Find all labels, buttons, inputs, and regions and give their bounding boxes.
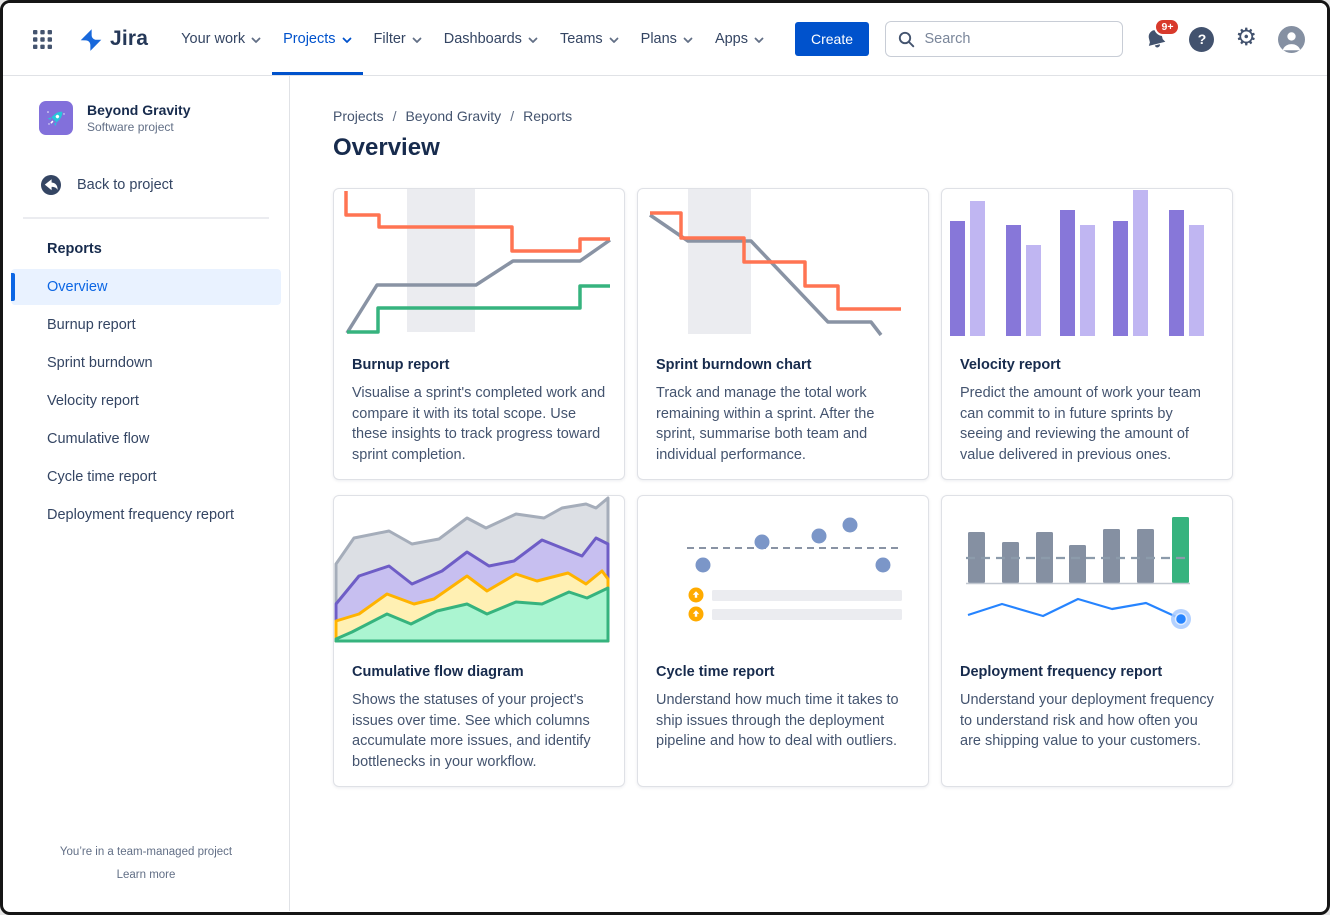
main-content: Projects / Beyond Gravity / Reports Over…	[290, 76, 1327, 911]
sidebar-item-deployment-frequency-report[interactable]: Deployment frequency report	[47, 507, 234, 523]
card-description: Shows the statuses of your project's iss…	[352, 692, 591, 770]
card-burnup-report[interactable]: Burnup report Visualise a sprint's compl…	[333, 188, 625, 480]
burnup-chart-thumbnail	[334, 189, 624, 339]
velocity-chart-thumbnail	[942, 189, 1232, 339]
card-title: Cumulative flow diagram	[352, 664, 524, 680]
help-button[interactable]: ?	[1189, 26, 1215, 52]
chevron-down-icon	[251, 37, 261, 44]
card-title: Sprint burndown chart	[656, 357, 812, 373]
chevron-down-icon	[754, 37, 764, 44]
nav-item-apps[interactable]: Apps	[704, 3, 775, 75]
sidebar-item-burnup-report[interactable]: Burnup report	[47, 317, 136, 333]
nav-item-projects[interactable]: Projects	[272, 3, 362, 75]
chevron-down-icon	[412, 37, 422, 44]
breadcrumb-separator: /	[510, 108, 515, 124]
sidebar-section-reports: Reports	[47, 241, 102, 257]
breadcrumb-reports[interactable]: Reports	[523, 108, 573, 124]
card-description: Understand your deployment frequency to …	[960, 692, 1214, 750]
priority-up-icon	[688, 587, 704, 603]
card-cumulative-flow-diagram[interactable]: Cumulative flow diagram Shows the status…	[333, 495, 625, 787]
nav-item-filter[interactable]: Filter	[363, 3, 433, 75]
card-deployment-frequency-report[interactable]: Deployment frequency report Understand y…	[941, 495, 1233, 787]
sidebar-item-sprint-burndown[interactable]: Sprint burndown	[47, 355, 153, 371]
jira-logo-text: Jira	[110, 27, 149, 50]
sidebar-item-velocity-report[interactable]: Velocity report	[47, 393, 139, 409]
card-title: Cycle time report	[656, 664, 775, 680]
breadcrumb-project-name[interactable]: Beyond Gravity	[405, 108, 502, 124]
create-button[interactable]: Create	[795, 22, 870, 56]
card-description: Track and manage the total work remainin…	[656, 385, 875, 463]
nav-item-dashboards[interactable]: Dashboards	[433, 3, 549, 75]
page-title: Overview	[333, 134, 440, 161]
sidebar-footer: You’re in a team-managed project Learn m…	[3, 846, 289, 911]
notification-count-badge: 9+	[1154, 17, 1181, 36]
card-title: Burnup report	[352, 357, 450, 373]
project-header: Beyond Gravity Software project	[3, 101, 289, 135]
card-description: Visualise a sprint's completed work and …	[352, 385, 606, 463]
rocket-icon	[47, 111, 65, 127]
burndown-chart-thumbnail	[638, 189, 928, 339]
jira-mark-icon	[80, 29, 102, 51]
notifications-button[interactable]: 9+	[1144, 17, 1181, 52]
deployment-frequency-chart-thumbnail	[942, 496, 1232, 646]
card-title: Velocity report	[960, 357, 1061, 373]
chevron-down-icon	[528, 37, 538, 44]
jira-logo[interactable]: Jira	[78, 26, 148, 52]
chevron-down-icon	[683, 37, 693, 44]
breadcrumb: Projects / Beyond Gravity / Reports	[333, 108, 1307, 124]
search-icon	[898, 31, 915, 48]
card-velocity-report[interactable]: Velocity report Predict the amount of wo…	[941, 188, 1233, 480]
nav-item-plans[interactable]: Plans	[630, 3, 704, 75]
breadcrumb-separator: /	[392, 108, 397, 124]
question-mark-icon: ?	[1197, 31, 1207, 47]
project-sidebar: Beyond Gravity Software project Back to …	[3, 76, 290, 911]
nav-item-teams[interactable]: Teams	[549, 3, 630, 75]
project-avatar	[39, 101, 73, 135]
card-description: Understand how much time it takes to shi…	[656, 692, 899, 750]
person-icon	[1278, 25, 1305, 53]
breadcrumb-projects[interactable]: Projects	[333, 108, 384, 124]
team-managed-note: You’re in a team-managed project	[59, 846, 233, 858]
project-type: Software project	[87, 120, 174, 134]
user-avatar[interactable]	[1278, 25, 1305, 53]
back-to-project-link[interactable]: Back to project	[3, 173, 289, 197]
sidebar-item-cumulative-flow[interactable]: Cumulative flow	[47, 431, 150, 447]
back-arrow-icon	[41, 175, 61, 195]
card-title: Deployment frequency report	[960, 664, 1163, 680]
priority-up-icon	[688, 606, 704, 622]
cycle-time-chart-thumbnail	[638, 496, 928, 646]
report-cards-grid: Burnup report Visualise a sprint's compl…	[333, 188, 1307, 787]
sidebar-item-cycle-time-report[interactable]: Cycle time report	[47, 469, 157, 485]
chevron-down-icon	[609, 37, 619, 44]
card-description: Predict the amount of work your team can…	[960, 385, 1201, 463]
app-switcher-icon[interactable]	[27, 24, 58, 55]
chevron-down-icon	[342, 37, 352, 44]
sidebar-divider	[23, 217, 269, 219]
cumulative-flow-chart-thumbnail	[334, 496, 624, 646]
sidebar-item-overview[interactable]: Overview	[11, 269, 281, 305]
search-box[interactable]	[885, 21, 1124, 57]
top-navigation-bar: Jira Your work Projects Filter Dashboard…	[3, 3, 1327, 76]
nav-item-your-work[interactable]: Your work	[170, 3, 272, 75]
settings-gear-icon[interactable]: ⚙	[1235, 24, 1257, 51]
card-sprint-burndown-chart[interactable]: Sprint burndown chart Track and manage t…	[637, 188, 929, 480]
project-name: Beyond Gravity	[87, 102, 191, 118]
learn-more-link[interactable]: Learn more	[116, 869, 176, 881]
grid-icon	[33, 29, 52, 49]
search-input[interactable]	[924, 31, 1111, 47]
card-cycle-time-report[interactable]: Cycle time report Understand how much ti…	[637, 495, 929, 787]
